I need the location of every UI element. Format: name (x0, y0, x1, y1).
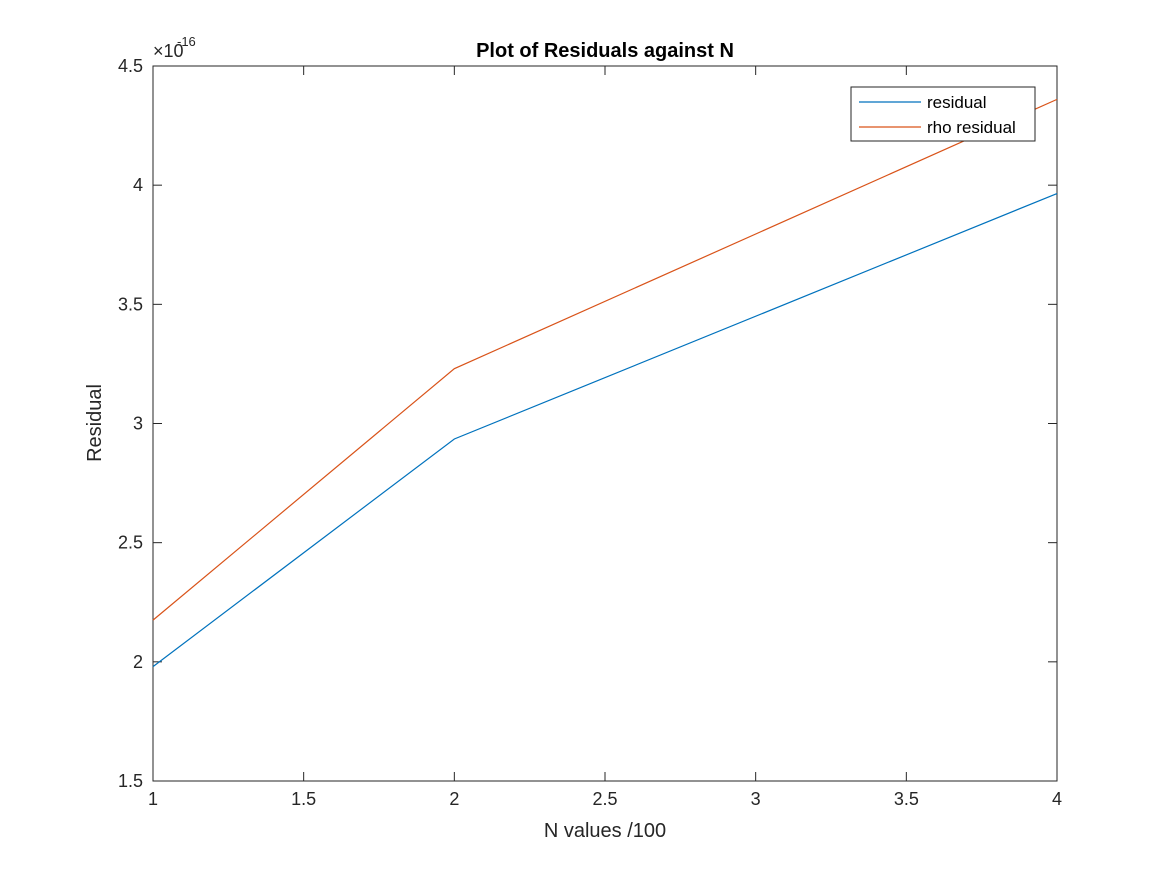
x-tick-label: 3.5 (894, 789, 919, 809)
x-tick-label: 1.5 (291, 789, 316, 809)
y-axis-label: Residual (84, 384, 106, 462)
x-tick-label: 3 (751, 789, 761, 809)
x-tick-label: 2.5 (592, 789, 617, 809)
y-exponent-power: -16 (177, 34, 196, 49)
y-tick-label: 4 (133, 175, 143, 195)
legend-label-rho-residual: rho residual (927, 118, 1016, 137)
ticks: 1 1.5 2 2.5 3 3.5 41.522.533.544.5 (118, 56, 1062, 809)
x-tick-label: 1 (148, 789, 158, 809)
legend[interactable]: residual rho residual (850, 86, 1036, 142)
series-layer (152, 98, 1058, 668)
x-tick-label: 4 (1052, 789, 1062, 809)
plot-area (152, 65, 1058, 782)
chart-title: Plot of Residuals against N (476, 40, 734, 62)
y-tick-label: 3.5 (118, 294, 143, 314)
y-tick-label: 1.5 (118, 771, 143, 791)
series-line-residual (152, 192, 1058, 668)
y-tick-label: 3 (133, 414, 143, 434)
legend-box (850, 86, 1036, 142)
x-axis-label: N values /100 (544, 820, 666, 842)
y-tick-label: 2.5 (118, 533, 143, 553)
y-tick-label: 2 (133, 652, 143, 672)
legend-label-residual: residual (927, 93, 987, 112)
series-line-rho-residual (152, 98, 1058, 621)
x-tick-label: 2 (449, 789, 459, 809)
y-tick-label: 4.5 (118, 56, 143, 76)
axes-box (152, 65, 1058, 782)
y-exponent-base: ×10 (153, 41, 184, 61)
